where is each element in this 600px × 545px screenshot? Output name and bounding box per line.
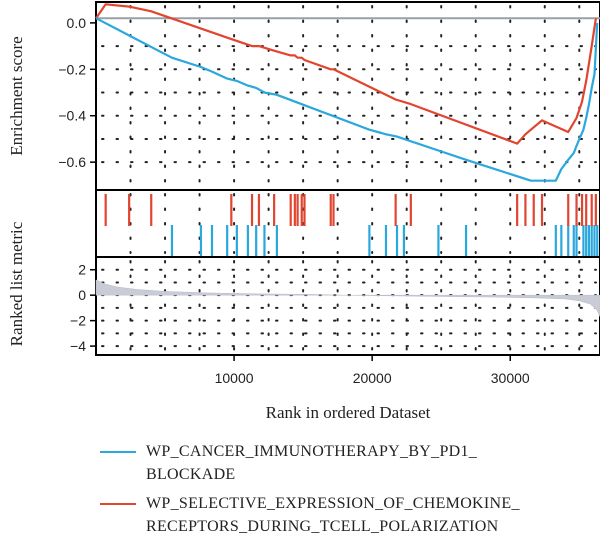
y-tick-label: 2 <box>78 262 86 278</box>
legend-item-chemokine-receptors: WP_SELECTIVE_EXPRESSION_OF_CHEMOKINE_ REC… <box>100 492 590 538</box>
legend-swatch-blue <box>100 451 136 453</box>
ranked-metric-panel-frame <box>95 256 600 356</box>
y-tick-label: −0.6 <box>58 154 86 170</box>
x-tick-label: 30000 <box>491 370 530 386</box>
x-tick-label: 10000 <box>215 370 254 386</box>
hit-bars <box>104 194 599 256</box>
enrichment-grid <box>101 5 597 187</box>
legend: WP_CANCER_IMMUNOTHERAPY_BY_PD1_ BLOCKADE … <box>100 440 590 544</box>
legend-label-chemokine-receptors: WP_SELECTIVE_EXPRESSION_OF_CHEMOKINE_ REC… <box>146 495 520 535</box>
enrichment-curve-series-1 <box>95 17 599 182</box>
legend-swatch-red <box>100 503 136 505</box>
y-tick-label: 0 <box>78 287 86 303</box>
x-tick-label: 20000 <box>353 370 392 386</box>
legend-item-pd1-blockade: WP_CANCER_IMMUNOTHERAPY_BY_PD1_ BLOCKADE <box>100 440 590 486</box>
ranked-metric-grid <box>101 260 597 352</box>
ranked-metric-y-ticks: 2 0 −2 −4 <box>70 262 96 354</box>
legend-label-pd1-blockade: WP_CANCER_IMMUNOTHERAPY_BY_PD1_ BLOCKADE <box>146 443 478 483</box>
y-tick-label: −4 <box>70 338 86 354</box>
enrichment-curves <box>95 3 599 182</box>
y-tick-label: −0.4 <box>58 108 86 124</box>
y-tick-label: 0.0 <box>67 15 87 31</box>
hits-panel <box>95 189 600 258</box>
ranked-metric-y-axis-title: Ranked list metric <box>7 221 26 346</box>
y-tick-label: −2 <box>70 313 86 329</box>
enrichment-y-ticks: 0.0 −0.2 −0.4 −0.6 <box>58 15 96 170</box>
x-axis-ticks: 10000 20000 30000 <box>215 355 530 386</box>
hits-grid <box>129 193 581 254</box>
enrichment-panel: 0.0 −0.2 −0.4 −0.6 Enrichment score <box>7 1 600 191</box>
x-axis-title: Rank in ordered Dataset <box>266 403 431 422</box>
enrichment-curve-series-2 <box>95 3 597 145</box>
enrichment-y-axis-title: Enrichment score <box>7 36 26 155</box>
y-tick-label: −0.2 <box>58 61 86 77</box>
ranked-metric-panel: 2 0 −2 −4 10000 20000 30000 Ranked list metri… <box>7 221 600 386</box>
gsea-chart: 0.0 −0.2 −0.4 −0.6 Enrichment score 2 0 −2 −4 … <box>7 1 600 422</box>
ranked-metric-area <box>95 279 600 317</box>
